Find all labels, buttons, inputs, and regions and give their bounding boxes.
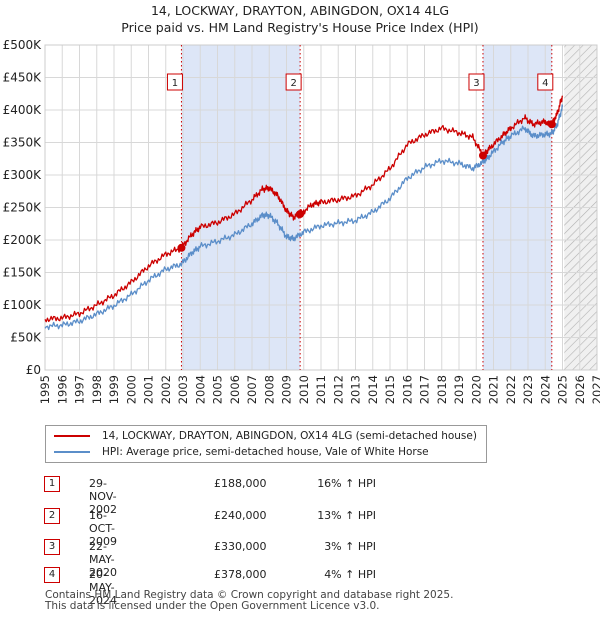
transaction-marker: 4 bbox=[44, 567, 60, 583]
y-tick-label: £400K bbox=[3, 103, 43, 117]
x-tick-label: 2002 bbox=[159, 375, 173, 404]
transaction-marker-label: 4 bbox=[542, 78, 548, 89]
y-tick-label: £350K bbox=[3, 136, 43, 150]
transaction-hpi: 13% ↑ HPI bbox=[317, 509, 376, 522]
x-tick-label: 1997 bbox=[73, 375, 87, 404]
x-tick-label: 2012 bbox=[331, 375, 345, 404]
x-tick-label: 1999 bbox=[107, 375, 121, 404]
x-tick-label: 2011 bbox=[314, 375, 328, 404]
transaction-price: £240,000 bbox=[214, 509, 267, 522]
transaction-date: 22-MAY-2020 bbox=[89, 540, 117, 579]
legend-item-hpi: HPI: Average price, semi-detached house,… bbox=[54, 444, 429, 460]
transaction-marker-label: 1 bbox=[172, 78, 178, 89]
transaction-hpi: 4% ↑ HPI bbox=[324, 568, 376, 581]
footer: Contains HM Land Registry data © Crown c… bbox=[45, 590, 453, 612]
x-tick-label: 1995 bbox=[38, 375, 52, 404]
transaction-point bbox=[177, 243, 186, 252]
x-tick-label: 2020 bbox=[469, 375, 483, 404]
x-tick-label: 2010 bbox=[297, 375, 311, 404]
x-tick-label: 2026 bbox=[573, 375, 587, 404]
transaction-date: 29-NOV-2002 bbox=[89, 477, 117, 516]
x-tick-label: 2016 bbox=[400, 375, 414, 404]
y-tick-label: £450K bbox=[3, 71, 43, 85]
transaction-points bbox=[177, 120, 556, 252]
plot-frame bbox=[44, 44, 598, 371]
x-tick-label: 2023 bbox=[521, 375, 535, 404]
footer-copyright: Contains HM Land Registry data © Crown c… bbox=[45, 589, 454, 601]
x-tick-label: 2024 bbox=[538, 375, 552, 404]
x-tick-label: 2027 bbox=[590, 375, 600, 404]
price-paid-line bbox=[44, 95, 564, 323]
chart-subtitle: Price paid vs. HM Land Registry's House … bbox=[121, 20, 479, 35]
x-tick-label: 2021 bbox=[487, 375, 501, 404]
chart-plot: 1 2 3 4 £0 £50K £100K £150K £200K £250K £300K £350… bbox=[3, 38, 600, 404]
y-tick-label: £50K bbox=[10, 331, 42, 345]
y-tick-label: £500K bbox=[3, 38, 43, 52]
x-tick-label: 2025 bbox=[556, 375, 570, 404]
transaction-point bbox=[547, 120, 556, 129]
y-tick-label: £200K bbox=[3, 233, 43, 247]
x-tick-label: 2019 bbox=[452, 375, 466, 404]
footer-licence: This data is licensed under the Open Gov… bbox=[45, 600, 380, 612]
hpi-line bbox=[44, 104, 564, 331]
chart-title-line: 14, LOCKWAY, DRAYTON, ABINGDON, OX14 4LG bbox=[150, 3, 450, 18]
transaction-date: 16-OCT-2009 bbox=[89, 509, 117, 548]
x-tick-label: 2015 bbox=[383, 375, 397, 404]
y-tick-label: £0 bbox=[26, 363, 41, 377]
gridlines bbox=[44, 44, 598, 371]
y-tick-label: £100K bbox=[3, 298, 43, 312]
x-tick-label: 2005 bbox=[211, 375, 225, 404]
x-tick-label: 1996 bbox=[55, 375, 69, 404]
transaction-marker-box bbox=[468, 73, 485, 91]
x-tick-label: 2009 bbox=[280, 375, 294, 404]
legend: 14, LOCKWAY, DRAYTON, ABINGDON, OX14 4LG… bbox=[45, 425, 487, 463]
transaction-marker-box bbox=[285, 73, 302, 91]
transaction-hpi: 3% ↑ HPI bbox=[324, 540, 376, 553]
transaction-marker: 1 bbox=[44, 476, 60, 492]
chart-title: 14, LOCKWAY, DRAYTON, ABINGDON, OX14 4LG… bbox=[0, 2, 600, 36]
transaction-price: £378,000 bbox=[214, 568, 267, 581]
transaction-marker: 3 bbox=[44, 539, 60, 555]
x-tick-label: 2008 bbox=[262, 375, 276, 404]
x-tick-labels: 1995 1996 1997 1998 1999 2000 2001 2002 2003 2004… bbox=[38, 375, 600, 404]
transaction-marker-label: 2 bbox=[290, 78, 296, 89]
x-tick-label: 2000 bbox=[124, 375, 138, 404]
series-lines bbox=[44, 95, 564, 331]
y-tick-label: £300K bbox=[3, 168, 43, 182]
x-tick-label: 2018 bbox=[435, 375, 449, 404]
transaction-price: £188,000 bbox=[214, 477, 267, 490]
y-tick-label: £250K bbox=[3, 201, 43, 215]
transaction-hpi: 16% ↑ HPI bbox=[317, 477, 376, 490]
x-tick-label: 1998 bbox=[90, 375, 104, 404]
legend-label-price: 14, LOCKWAY, DRAYTON, ABINGDON, OX14 4LG… bbox=[102, 430, 477, 442]
x-tick-label: 2006 bbox=[228, 375, 242, 404]
legend-item-price: 14, LOCKWAY, DRAYTON, ABINGDON, OX14 4LG… bbox=[54, 428, 477, 444]
x-tick-label: 2017 bbox=[418, 375, 432, 404]
legend-swatch-price bbox=[54, 435, 90, 437]
legend-swatch-hpi bbox=[54, 451, 90, 453]
legend-label-hpi: HPI: Average price, semi-detached house,… bbox=[102, 446, 429, 458]
x-tick-label: 2007 bbox=[245, 375, 259, 404]
x-tick-label: 2004 bbox=[193, 375, 207, 404]
transaction-price: £330,000 bbox=[214, 540, 267, 553]
transaction-markers: 1 2 3 4 bbox=[166, 73, 554, 91]
transaction-marker-box bbox=[166, 73, 183, 91]
x-tick-label: 2001 bbox=[142, 375, 156, 404]
x-tick-label: 2014 bbox=[366, 375, 380, 404]
y-tick-label: £150K bbox=[3, 266, 43, 280]
x-tick-label: 2022 bbox=[504, 375, 518, 404]
transaction-point bbox=[296, 210, 305, 218]
transaction-date: 20-MAY-2024 bbox=[89, 568, 117, 607]
y-tick-labels: £0 £50K £100K £150K £200K £250K £300K £350K £400… bbox=[3, 38, 43, 377]
transaction-marker-label: 3 bbox=[473, 78, 479, 89]
x-tick-label: 2003 bbox=[176, 375, 190, 404]
x-tick-label: 2013 bbox=[349, 375, 363, 404]
transaction-marker-box bbox=[537, 73, 554, 91]
transaction-marker: 2 bbox=[44, 508, 60, 524]
transaction-point bbox=[478, 151, 487, 160]
